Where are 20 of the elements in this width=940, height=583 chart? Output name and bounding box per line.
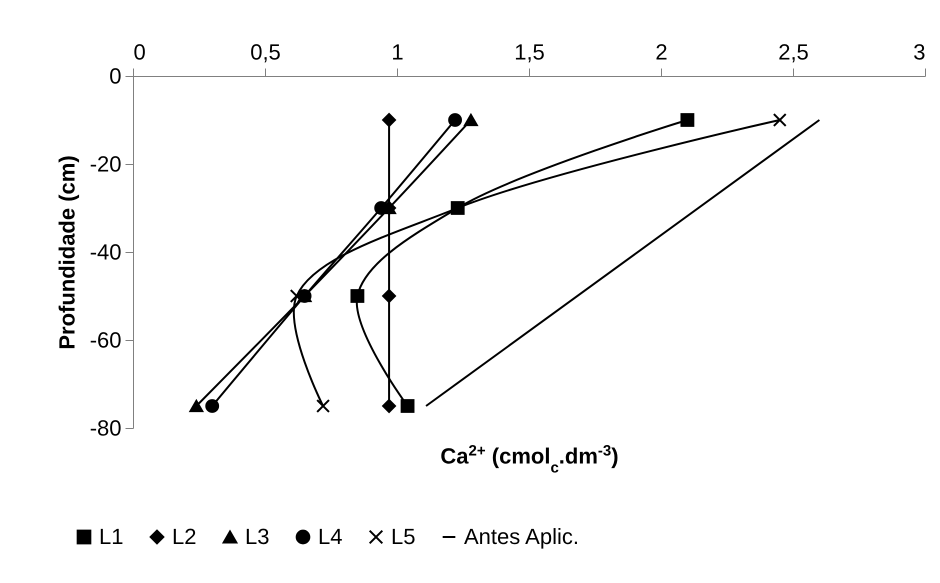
x-tick-label: 1,5 bbox=[514, 40, 545, 64]
y-axis-title: Profundidade (cm) bbox=[54, 155, 80, 350]
x-tick-label: 2,5 bbox=[778, 40, 809, 64]
y-tick-label: -60 bbox=[90, 328, 122, 352]
y-tick-label: -20 bbox=[90, 152, 122, 176]
legend-label: L2 bbox=[172, 524, 196, 549]
y-tick-label: -40 bbox=[90, 240, 122, 264]
x-tick-label: 2 bbox=[655, 40, 668, 64]
y-tick-label: -80 bbox=[90, 416, 122, 440]
legend-label: L4 bbox=[318, 524, 342, 549]
y-tick-label: 0 bbox=[109, 64, 122, 88]
x-tick-label: 0,5 bbox=[250, 40, 281, 64]
x-tick-label: 1 bbox=[391, 40, 404, 64]
legend-label: L3 bbox=[245, 524, 270, 549]
x-tick-label: 3 bbox=[913, 40, 926, 64]
legend-label: L5 bbox=[391, 524, 416, 549]
x-tick-label: 0 bbox=[134, 40, 146, 64]
legend-label: Antes Aplic. bbox=[464, 524, 579, 549]
x-axis-title: Ca$^{2+}$ (cmol$_{c}$.dm$^{-3}$) bbox=[440, 442, 619, 476]
legend-label: L1 bbox=[99, 524, 124, 549]
